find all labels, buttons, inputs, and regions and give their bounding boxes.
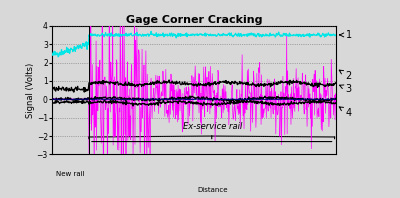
Text: Ex-service rail: Ex-service rail: [183, 122, 242, 131]
Text: New rail: New rail: [56, 171, 85, 177]
Text: 4: 4: [339, 107, 352, 118]
Text: 1: 1: [340, 30, 352, 40]
Text: 2: 2: [339, 70, 352, 81]
Text: Distance: Distance: [197, 187, 228, 193]
Title: Gage Corner Cracking: Gage Corner Cracking: [126, 15, 262, 25]
Text: 3: 3: [340, 84, 352, 94]
Y-axis label: Signal (Volts): Signal (Volts): [26, 62, 35, 118]
